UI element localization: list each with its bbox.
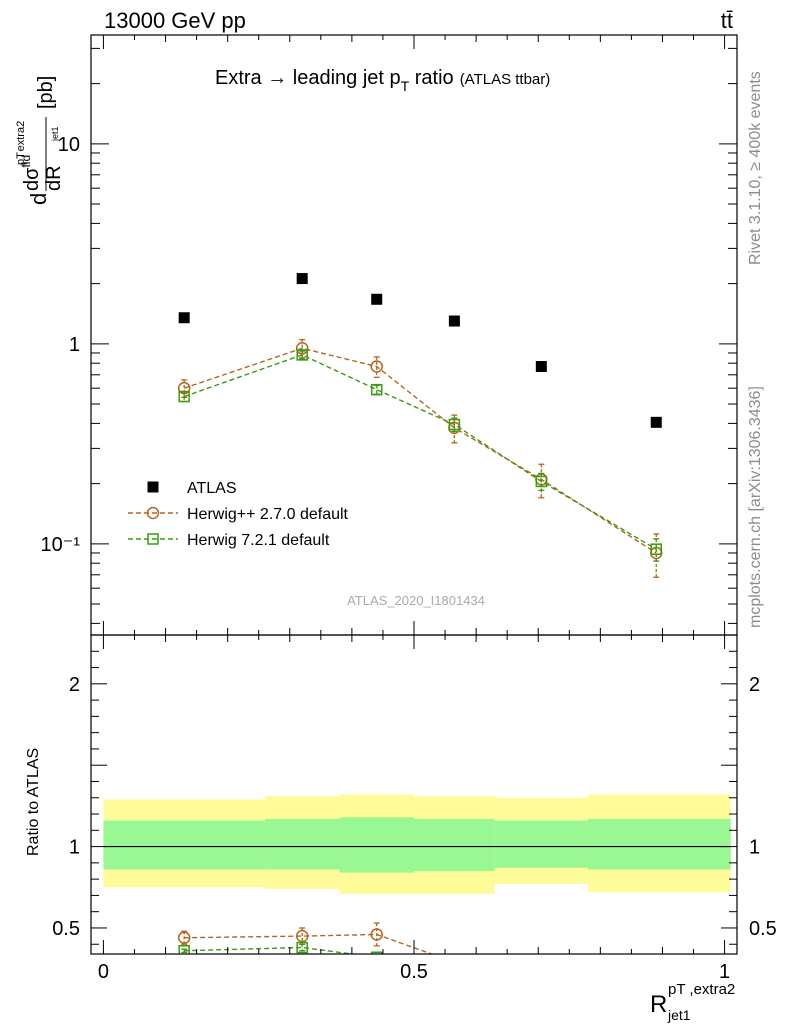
svg-text:jet1: jet1	[667, 1007, 691, 1023]
analysis-id: ATLAS_2020_I1801434	[347, 593, 485, 608]
herwigpp-ratio-point	[651, 968, 662, 979]
herwig7-ratio-point	[651, 967, 661, 977]
herwigpp-point	[370, 360, 383, 373]
atlas-point	[650, 416, 662, 428]
ratio-y-tick-label-right: 2	[749, 674, 760, 696]
herwigpp-ratio-point	[177, 931, 191, 944]
legend-label: Herwig++ 2.7.0 default	[187, 506, 349, 523]
ratio-y-tick-label: 0.5	[52, 918, 80, 940]
atlas-point	[535, 361, 547, 373]
main-plot-area	[177, 273, 663, 578]
herwigpp-line	[183, 347, 657, 554]
herwigpp-ratio-line	[184, 933, 434, 954]
plot-title: Extra → leading jet pT ratio (ATLAS ttbar…	[215, 67, 550, 94]
band-inner	[494, 820, 588, 868]
atlas-point	[448, 315, 460, 327]
ratio-plot-area	[177, 922, 662, 979]
herwigpp-ratio-point	[449, 957, 460, 968]
x-tick-label: 0	[98, 961, 109, 983]
herwig7-point	[178, 390, 190, 403]
herwig7-ratio-point	[449, 956, 459, 966]
legend-marker	[147, 533, 159, 545]
herwig7-point	[296, 349, 308, 361]
rivet-label: Rivet 3.1.10, ≥ 400k events	[747, 71, 764, 265]
herwig7-ratio-point	[536, 960, 546, 970]
herwig7-point	[370, 383, 383, 396]
y-axis-label: d dσfid dR pTextra2 jet1 [pb]	[15, 76, 65, 205]
band-inner	[339, 817, 414, 873]
svg-text:R: R	[650, 991, 667, 1018]
herwig7-ratio-point	[178, 944, 190, 954]
herwig7-point	[650, 543, 662, 555]
band-inner	[103, 820, 265, 870]
herwig7-ratio-line	[184, 946, 358, 954]
y-tick-label: 10	[58, 134, 80, 156]
energy-label: 13000 GeV pp	[104, 8, 246, 33]
x-tick-label: 0.5	[400, 961, 428, 983]
band-inner	[264, 818, 340, 870]
svg-text:[pb]: [pb]	[35, 76, 57, 109]
atlas-point	[371, 293, 383, 305]
ratio-band-area	[103, 794, 731, 894]
herwig7-line	[183, 354, 657, 550]
legend-marker	[146, 506, 160, 520]
legend-label: ATLAS	[187, 480, 237, 497]
svg-text:dσfid: dσfid	[19, 155, 43, 191]
ratio-y-label: Ratio to ATLAS	[25, 748, 42, 856]
svg-text:jet1: jet1	[50, 126, 60, 142]
ratio-y-tick-label-right: 1	[749, 837, 760, 859]
ratio-frame	[90, 634, 738, 955]
x-axis-label: R pT ,extra2 jet1	[650, 981, 735, 1023]
x-tick-label: 1	[719, 961, 730, 983]
y-tick-label: 10⁻¹	[41, 534, 81, 556]
legend-marker	[147, 481, 159, 493]
herwigpp-ratio-point	[536, 960, 547, 971]
herwig7-point	[448, 418, 461, 431]
herwigpp-ratio-point	[370, 928, 383, 941]
ratio-y-tick-label-right: 0.5	[749, 918, 777, 940]
svg-text:dR: dR	[43, 165, 65, 191]
svg-text:pTextra2: pTextra2	[15, 121, 27, 165]
band-inner	[587, 818, 731, 870]
svg-text:d: d	[26, 193, 51, 205]
atlas-point	[178, 312, 190, 324]
herwigpp-ratio-point	[295, 929, 309, 943]
axes-layer: 0 0.5 1 10 1 10⁻¹ 2 2 1 1 0.5 0.5	[41, 35, 777, 983]
herwig7-ratio-point	[296, 941, 308, 954]
svg-text:pT ,extra2: pT ,extra2	[668, 981, 735, 998]
herwig7-point	[535, 475, 548, 488]
y-tick-label: 1	[69, 334, 80, 356]
ratio-y-tick-label: 1	[69, 837, 80, 859]
herwig7-ratio-point	[370, 951, 383, 954]
band-inner	[414, 818, 495, 871]
legend-label: Herwig 7.2.1 default	[187, 532, 330, 549]
atlas-point	[296, 273, 308, 285]
ratio-y-tick-label: 2	[69, 674, 80, 696]
mcplots-label: mcplots.cern.ch [arXiv:1306.3436]	[747, 386, 764, 628]
legend: ATLAS Herwig++ 2.7.0 default Herwig 7.2.1 …	[128, 480, 349, 549]
process-label: tt̄	[721, 8, 733, 33]
